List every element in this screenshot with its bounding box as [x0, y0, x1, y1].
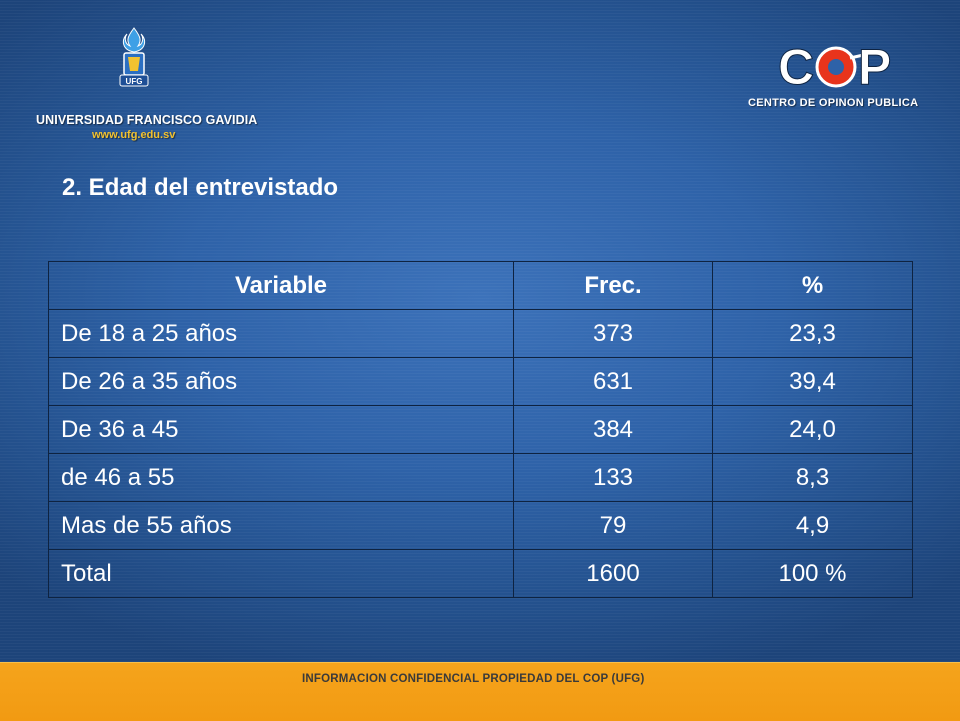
svg-text:UFG: UFG	[126, 77, 143, 86]
header-percent: %	[712, 261, 913, 310]
footer-text: INFORMACION CONFIDENCIAL PROPIEDAD DEL C…	[302, 673, 645, 685]
ufg-name: UNIVERSIDAD FRANCISCO GAVIDIA	[36, 113, 258, 127]
cell-variable: De 26 a 35 años	[48, 357, 514, 406]
cell-variable: De 18 a 25 años	[48, 309, 514, 358]
table-row: De 26 a 35 años 631 39,4	[48, 357, 913, 406]
cell-frequency: 133	[513, 453, 713, 502]
cell-frequency: 631	[513, 357, 713, 406]
cell-percent: 23,3	[712, 309, 913, 358]
cop-mark-icon: C P	[778, 40, 892, 92]
cell-percent: 100 %	[712, 549, 913, 598]
cell-percent: 8,3	[712, 453, 913, 502]
cell-frequency: 373	[513, 309, 713, 358]
cop-logo: C P CENTRO DE OPINON PUBLICA	[744, 36, 934, 116]
cell-percent: 4,9	[712, 501, 913, 550]
cell-frequency: 384	[513, 405, 713, 454]
cell-percent: 39,4	[712, 357, 913, 406]
cell-variable: Mas de 55 años	[48, 501, 514, 550]
header-variable: Variable	[48, 261, 514, 310]
footer-bar: INFORMACION CONFIDENCIAL PROPIEDAD DEL C…	[0, 662, 960, 721]
header-frequency: Frec.	[513, 261, 713, 310]
cell-variable: Total	[48, 549, 514, 598]
table-row: Mas de 55 años 79 4,9	[48, 501, 913, 550]
ufg-torch-icon: UFG	[119, 27, 149, 87]
table-row: De 36 a 45 384 24,0	[48, 405, 913, 454]
cell-variable: De 36 a 45	[48, 405, 514, 454]
table-total-row: Total 1600 100 %	[48, 549, 913, 598]
cell-frequency: 79	[513, 501, 713, 550]
table-header-row: Variable Frec. %	[48, 261, 913, 310]
svg-text:C: C	[778, 40, 814, 92]
table-row: de 46 a 55 133 8,3	[48, 453, 913, 502]
svg-text:P: P	[858, 40, 891, 92]
table-row: De 18 a 25 años 373 23,3	[48, 309, 913, 358]
page-title: 2. Edad del entrevistado	[62, 174, 339, 201]
cell-frequency: 1600	[513, 549, 713, 598]
cell-percent: 24,0	[712, 405, 913, 454]
age-table: Variable Frec. % De 18 a 25 años 373 23,…	[48, 261, 913, 598]
ufg-logo: UFG UNIVERSIDAD FRANCISCO GAVIDIA www.uf…	[36, 22, 266, 141]
cop-name: CENTRO DE OPINON PUBLICA	[748, 97, 919, 109]
ufg-url: www.ufg.edu.sv	[92, 129, 176, 141]
cell-variable: de 46 a 55	[48, 453, 514, 502]
